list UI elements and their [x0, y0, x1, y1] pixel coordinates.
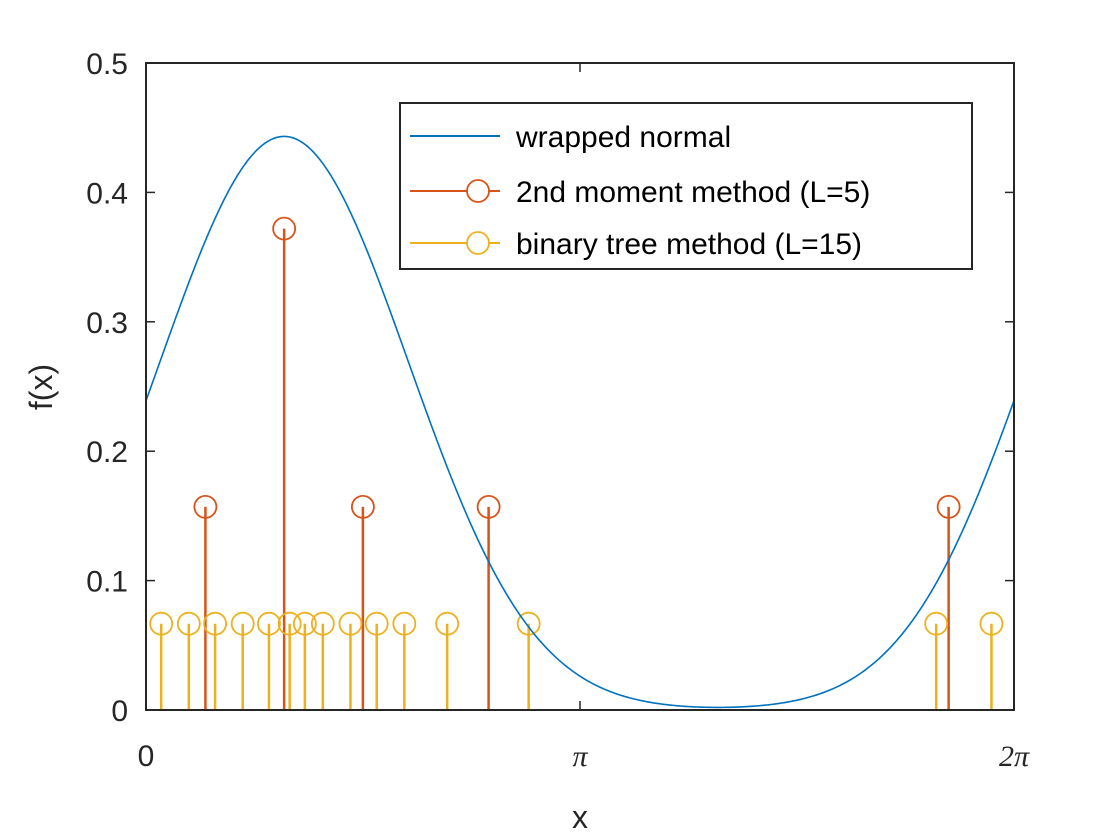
y-tick-label: 0	[111, 695, 128, 728]
x-tick-label: π	[572, 740, 588, 773]
legend-items: wrapped normal 2nd moment method (L=5) bin…	[410, 121, 870, 261]
stem-marker	[272, 216, 297, 241]
stem-marker	[338, 611, 363, 636]
legend-entry: binary tree method (L=15)	[410, 228, 862, 261]
x-tick-label: 0	[138, 740, 155, 773]
stem-marker	[435, 611, 460, 636]
stem-marker	[364, 611, 389, 636]
stem-marker	[203, 611, 227, 636]
stem-marker	[257, 611, 281, 636]
stem-marker	[149, 611, 174, 636]
legend-entry: wrapped normal	[410, 121, 731, 154]
y-axis-label: f(x)	[23, 364, 59, 410]
legend-label: wrapped normal	[515, 121, 731, 154]
stem-marker	[924, 611, 949, 636]
stem-marker	[292, 611, 317, 636]
y-tick-label: 0.2	[86, 436, 128, 469]
stem-series-2	[149, 611, 1004, 710]
stem-marker	[350, 494, 375, 519]
series-layer	[145, 135, 1015, 710]
x-tick-label: 2π	[999, 740, 1030, 773]
stem-marker	[979, 611, 1004, 636]
stem-series-1	[193, 216, 961, 710]
stem-marker	[310, 611, 335, 636]
legend: wrapped normal 2nd moment method (L=5) bin…	[399, 102, 973, 270]
legend-marker	[466, 179, 490, 203]
y-tick-label: 0.3	[86, 307, 128, 340]
y-tick-label: 0.5	[86, 48, 128, 81]
y-tick-label: 0.1	[86, 566, 128, 599]
legend-label: binary tree method (L=15)	[516, 228, 862, 261]
stem-marker	[230, 611, 255, 636]
stem-marker	[476, 494, 501, 519]
ticks-layer: 0 π 2π 0 0.1 0.2 0.3 0.4 0.5	[86, 48, 1030, 773]
legend-entry: 2nd moment method (L=5)	[410, 176, 870, 209]
x-axis-label: x	[572, 799, 588, 835]
series-line-wrapped-normal	[145, 135, 1015, 709]
stem-marker	[516, 611, 541, 636]
stem-marker	[936, 494, 961, 519]
stem-marker	[392, 611, 417, 636]
stem-marker	[176, 611, 201, 636]
stem-marker	[193, 494, 218, 519]
legend-box	[399, 102, 973, 270]
y-tick-label: 0.4	[86, 177, 128, 210]
legend-label: 2nd moment method (L=5)	[516, 176, 870, 209]
legend-marker	[466, 231, 490, 255]
stem-marker	[277, 611, 302, 636]
